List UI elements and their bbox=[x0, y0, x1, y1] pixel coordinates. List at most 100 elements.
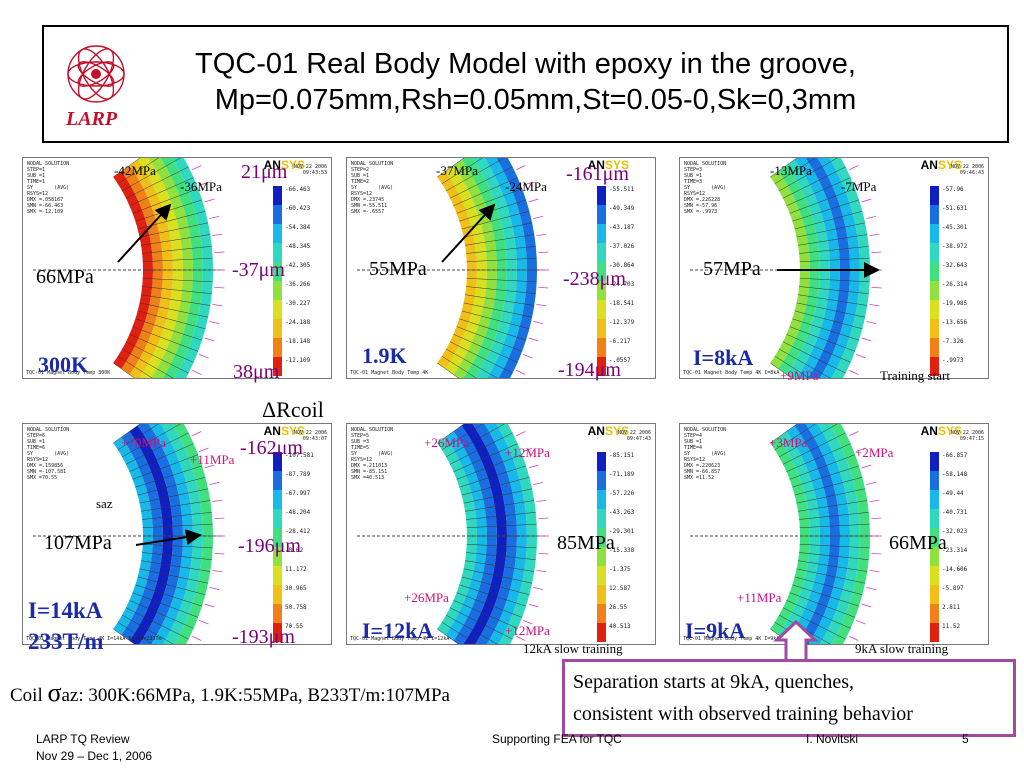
legend-swatch bbox=[273, 224, 282, 243]
fea-panel-14ka: NODAL SOLUTION STEP=6 SUB =1 TIME=6 SY (… bbox=[22, 423, 332, 645]
deformation-vector bbox=[855, 447, 866, 452]
legend-entry: -85.151 bbox=[597, 452, 647, 471]
label-coil-stress: 85MPa bbox=[557, 532, 615, 554]
mesh-line bbox=[142, 512, 212, 520]
legend-entry: -67.997 bbox=[273, 490, 323, 509]
legend-swatch bbox=[930, 338, 939, 357]
legend-value: -87.789 bbox=[285, 471, 311, 478]
mesh-line bbox=[794, 211, 863, 230]
mesh-line bbox=[796, 222, 866, 238]
deformation-vector bbox=[212, 570, 223, 573]
mesh-line bbox=[789, 326, 856, 352]
legend-swatch bbox=[930, 357, 939, 376]
legend-entry: -49.349 bbox=[597, 205, 647, 224]
label-displacement: -37μm bbox=[232, 259, 285, 281]
legend-value: -29.301 bbox=[609, 528, 635, 535]
mesh-line bbox=[453, 334, 518, 363]
contour-band bbox=[805, 158, 850, 378]
mesh-line bbox=[789, 188, 856, 214]
label-coil-stress: 57MPa bbox=[703, 258, 761, 280]
legend-value: -5.897 bbox=[942, 585, 964, 592]
legend-swatch bbox=[930, 623, 939, 642]
label-stress: +2MPa bbox=[855, 445, 894, 460]
legend-entry: -18.541 bbox=[597, 300, 647, 319]
legend-value: -.9973 bbox=[942, 357, 964, 364]
contour-legend: -66.857 -58.148 -49.44 -40.731 -32.023 -23.31… bbox=[930, 452, 980, 642]
deformation-vector bbox=[522, 354, 533, 359]
legend-swatch bbox=[930, 205, 939, 224]
title-box: TQC-01 Real Body Model with epoxy in the… bbox=[42, 25, 1009, 143]
mesh-line bbox=[794, 576, 863, 595]
legend-value: -54.384 bbox=[285, 224, 311, 231]
legend-swatch bbox=[930, 452, 939, 471]
mesh-line bbox=[142, 552, 212, 560]
mesh-line bbox=[141, 294, 211, 306]
legend-entry: 70.55 bbox=[273, 623, 323, 642]
mesh-line bbox=[465, 294, 535, 306]
mesh-line bbox=[456, 326, 523, 352]
contour-band bbox=[817, 424, 860, 644]
deformation-vector bbox=[871, 552, 882, 555]
contour-band bbox=[496, 158, 537, 378]
legend-value: -32.643 bbox=[942, 262, 968, 269]
legend-value: 12.587 bbox=[609, 585, 631, 592]
mesh-line bbox=[449, 341, 513, 374]
label-stress: +26MPa bbox=[424, 435, 469, 450]
legend-entry: -45.301 bbox=[930, 224, 980, 243]
mesh-line bbox=[778, 158, 838, 192]
deformation-vector bbox=[516, 165, 526, 171]
mesh-line bbox=[770, 362, 792, 378]
mesh-line bbox=[782, 341, 846, 374]
mesh-line bbox=[132, 326, 199, 352]
mesh-line bbox=[117, 424, 159, 451]
contour-legend: -57.96 -51.631 -45.301 -38.972 -32.643 -26.31… bbox=[930, 186, 980, 376]
mesh-line bbox=[453, 443, 518, 472]
ansys-logo: ANSYS bbox=[263, 424, 305, 438]
legend-value: -57.96 bbox=[942, 186, 964, 193]
contour-band bbox=[461, 424, 508, 644]
mesh-line bbox=[459, 584, 527, 607]
legend-value: -36.266 bbox=[285, 281, 311, 288]
panel-footer: TQC-01 Magnet Body Temp 4K bbox=[350, 370, 429, 376]
panel-footer: TQC-01 Magnet Body Temp 4K I=12kA bbox=[350, 636, 450, 642]
mesh-line bbox=[466, 544, 537, 549]
mesh-line bbox=[798, 560, 868, 572]
legend-value: -14.606 bbox=[942, 566, 968, 573]
mesh-line bbox=[142, 523, 213, 528]
legend-entry: -48.204 bbox=[273, 509, 323, 528]
mesh-line bbox=[792, 584, 860, 607]
legend-value: -37.026 bbox=[609, 243, 635, 250]
legend-value: -28.412 bbox=[285, 528, 311, 535]
mesh-line bbox=[132, 592, 199, 618]
mesh-line bbox=[770, 158, 798, 178]
label-stress: +11MPa bbox=[190, 452, 235, 467]
mesh-line bbox=[142, 278, 213, 283]
ansys-logo: ANSYS bbox=[587, 424, 629, 438]
legend-swatch bbox=[273, 604, 282, 623]
mesh-line bbox=[453, 177, 518, 206]
contour-band bbox=[817, 158, 860, 378]
legend-swatch bbox=[930, 509, 939, 528]
label-displacement: -238μm bbox=[563, 268, 626, 290]
label-stress: +70MPa bbox=[121, 435, 166, 450]
legend-entry: -28.412 bbox=[273, 528, 323, 547]
legend-value: -30.227 bbox=[285, 300, 311, 307]
legend-entry: -32.023 bbox=[930, 528, 980, 547]
legend-value: -43.263 bbox=[609, 509, 635, 516]
legend-swatch bbox=[930, 281, 939, 300]
legend-value: -19.985 bbox=[942, 300, 968, 307]
mesh-line bbox=[135, 584, 203, 607]
panel-header: NODAL SOLUTION STEP=1 SUB =1 TIME=1 SY (… bbox=[27, 161, 70, 215]
deformation-vector bbox=[204, 198, 215, 203]
legend-value: 2.811 bbox=[942, 604, 961, 611]
contour-band bbox=[778, 431, 820, 641]
callout-box: Separation starts at 9kA, quenches, cons… bbox=[562, 659, 1016, 737]
deformation-vector bbox=[533, 586, 544, 590]
mesh-line bbox=[786, 600, 851, 629]
legend-swatch bbox=[273, 319, 282, 338]
mesh-line bbox=[782, 166, 846, 199]
legend-value: -67.997 bbox=[285, 490, 311, 497]
deformation-vector bbox=[533, 216, 544, 220]
legend-entry: -.0557 bbox=[597, 357, 647, 376]
fea-panel-12ka: NODAL SOLUTION STEP=5 SUB =3 TIME=5 SY (… bbox=[346, 423, 656, 645]
